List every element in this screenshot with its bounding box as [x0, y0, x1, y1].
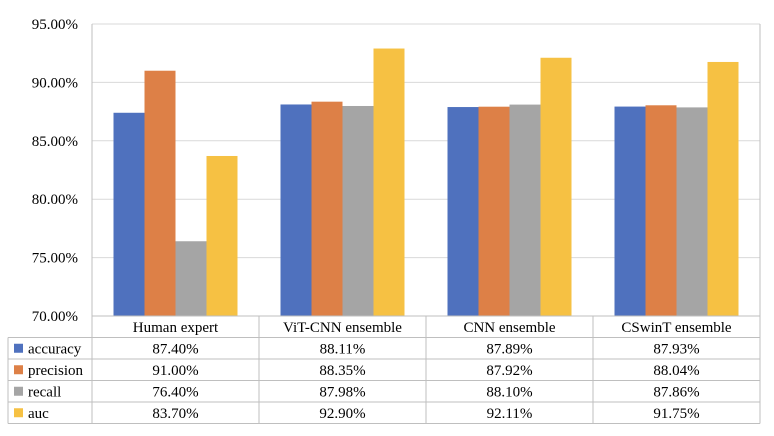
data-label: 88.04%	[653, 363, 699, 379]
category-label: ViT-CNN ensemble	[283, 320, 402, 336]
bar-accuracy	[113, 112, 145, 316]
bar-auc	[540, 57, 572, 317]
data-label: 88.10%	[486, 384, 532, 400]
legend-label: auc	[28, 406, 49, 422]
bar-recall	[175, 241, 207, 316]
bar-auc	[707, 61, 739, 317]
y-tick-label: 80.00%	[32, 192, 78, 208]
data-label: 91.00%	[152, 363, 198, 379]
legend-label: recall	[28, 384, 61, 400]
bar-recall	[676, 107, 708, 316]
y-tick-label: 70.00%	[32, 309, 78, 325]
data-table: Human expert ViT-CNN ensemble CNN ensemble…	[7, 24, 761, 424]
legend-swatch-precision	[14, 365, 23, 375]
category-label: Human expert	[133, 320, 219, 336]
bar-precision	[311, 101, 343, 316]
data-label: 87.92%	[486, 363, 532, 379]
y-tick-label: 90.00%	[32, 75, 78, 91]
legend-swatch-auc	[14, 408, 23, 418]
data-label: 87.89%	[486, 341, 532, 357]
y-tick-label: 75.00%	[32, 251, 78, 267]
data-label: 76.40%	[152, 384, 198, 400]
bar-precision	[645, 105, 677, 316]
legend-label: accuracy	[28, 341, 82, 357]
y-tick-label: 85.00%	[32, 134, 78, 150]
category-label: CNN ensemble	[463, 320, 555, 336]
bar-accuracy	[280, 104, 312, 317]
bar-accuracy	[447, 107, 479, 316]
y-axis-ticks: 70.00% 75.00% 80.00% 85.00% 90.00% 95.00%	[32, 17, 78, 325]
data-label: 87.40%	[152, 341, 198, 357]
bar-precision	[478, 106, 510, 316]
data-label: 92.90%	[319, 406, 365, 422]
bar-recall	[342, 105, 374, 317]
bar-auc	[206, 155, 238, 316]
data-label: 88.11%	[320, 341, 366, 357]
legend-swatch-accuracy	[14, 343, 23, 353]
data-label: 87.86%	[653, 384, 699, 400]
legend-swatch-recall	[14, 386, 23, 396]
data-label: 87.93%	[653, 341, 699, 357]
bar-auc	[373, 48, 405, 316]
data-label: 83.70%	[152, 406, 198, 422]
data-label: 92.11%	[487, 406, 533, 422]
data-label: 87.98%	[319, 384, 365, 400]
bar-accuracy	[614, 106, 646, 316]
legend-label: precision	[28, 363, 83, 379]
bar-recall	[509, 104, 541, 316]
bars	[113, 48, 739, 317]
data-label: 88.35%	[319, 363, 365, 379]
data-label: 91.75%	[653, 406, 699, 422]
bar-precision	[144, 70, 176, 316]
category-label: CSwinT ensemble	[621, 320, 731, 336]
y-tick-label: 95.00%	[32, 17, 78, 33]
